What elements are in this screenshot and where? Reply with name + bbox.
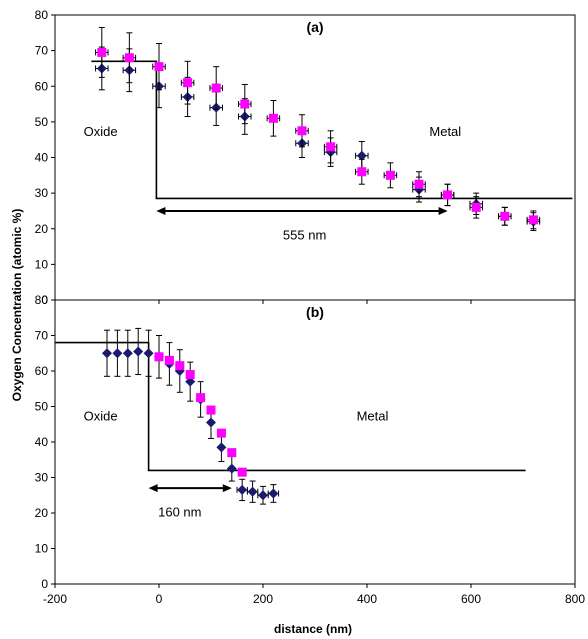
width-arrow-head-right [222, 484, 232, 493]
y-tick-label: 60 [35, 79, 49, 93]
data-point-square [297, 126, 307, 136]
metal-label: Metal [357, 409, 389, 424]
oxide-label: Oxide [84, 124, 118, 139]
y-tick-label: 80 [35, 293, 49, 307]
data-point-diamond [112, 348, 123, 359]
width-arrow-head-right [438, 206, 448, 215]
data-point-diamond [356, 150, 367, 161]
y-tick-label: 0 [41, 577, 48, 591]
data-point-diamond [226, 463, 237, 474]
y-tick-label: 40 [35, 435, 49, 449]
data-point-diamond [247, 486, 258, 497]
y-tick-label: 50 [35, 115, 49, 129]
step-profile-line [91, 60, 573, 200]
y-tick-label: 10 [35, 542, 49, 556]
data-point-square [164, 355, 174, 365]
data-point-square [154, 352, 164, 362]
data-point-square [227, 448, 237, 458]
data-point-square [268, 113, 278, 123]
y-tick-label: 70 [35, 329, 49, 343]
data-point-diamond [133, 346, 144, 357]
step-profile-line [55, 341, 526, 472]
data-point-diamond [185, 376, 196, 387]
oxide-label: Oxide [84, 409, 118, 424]
y-tick-label: 10 [35, 257, 49, 271]
y-tick-label: 20 [35, 222, 49, 236]
y-tick-label: 80 [35, 8, 49, 22]
x-tick-label: 0 [156, 592, 163, 606]
panel-label: (a) [306, 19, 323, 35]
data-point-square [216, 428, 226, 438]
width-arrow-head-left [156, 206, 166, 215]
x-tick-label: 400 [357, 592, 377, 606]
data-point-diamond [206, 417, 216, 428]
y-tick-label: 60 [35, 364, 49, 378]
y-tick-label: 0 [41, 293, 48, 307]
data-point-diamond [216, 442, 227, 453]
data-point-diamond [268, 488, 279, 499]
x-tick-label: -200 [43, 592, 67, 606]
panel-a: 0 10 20 30 40 50 60 70 80 Oxide Metal 555 nm (a) [35, 8, 576, 307]
metal-label: Metal [429, 124, 461, 139]
data-point-square [124, 53, 134, 63]
y-axis-title: Oxygen Concentration (atomic %) [10, 209, 24, 402]
data-point-square [211, 83, 221, 93]
x-tick-label: 800 [565, 592, 585, 606]
y-tick-label: 50 [35, 400, 49, 414]
data-point-diamond [143, 348, 154, 359]
data-point-square [471, 202, 481, 212]
data-point-square [385, 170, 395, 180]
panel-label: (b) [306, 304, 324, 320]
data-point-square [326, 142, 336, 152]
data-point-square [183, 78, 193, 88]
data-point-square [206, 405, 216, 415]
width-arrow-head-left [148, 484, 158, 493]
data-point-square [154, 62, 164, 72]
y-tick-label: 30 [35, 471, 49, 485]
data-point-square [357, 167, 367, 177]
width-label: 160 nm [158, 505, 201, 520]
data-point-square [237, 467, 247, 477]
data-point-diamond [102, 348, 112, 359]
data-point-square [500, 211, 510, 221]
y-tick-label: 70 [35, 44, 49, 58]
data-point-square [196, 393, 206, 403]
x-axis-title: distance (nm) [274, 622, 352, 636]
data-point-diamond [258, 490, 268, 501]
data-point-square [414, 179, 424, 189]
data-point-square [443, 190, 453, 200]
width-label: 555 nm [283, 227, 326, 242]
data-point-diamond [237, 484, 248, 495]
data-point-square [185, 370, 195, 380]
data-point-diamond [122, 348, 133, 359]
data-point-square [175, 361, 185, 371]
data-point-square [240, 99, 250, 109]
x-tick-label: 600 [461, 592, 481, 606]
data-point-square [528, 215, 538, 225]
y-tick-label: 40 [35, 151, 49, 165]
x-tick-label: 200 [253, 592, 273, 606]
data-point-square [97, 47, 107, 57]
y-tick-label: 30 [35, 186, 49, 200]
y-tick-label: 20 [35, 506, 49, 520]
